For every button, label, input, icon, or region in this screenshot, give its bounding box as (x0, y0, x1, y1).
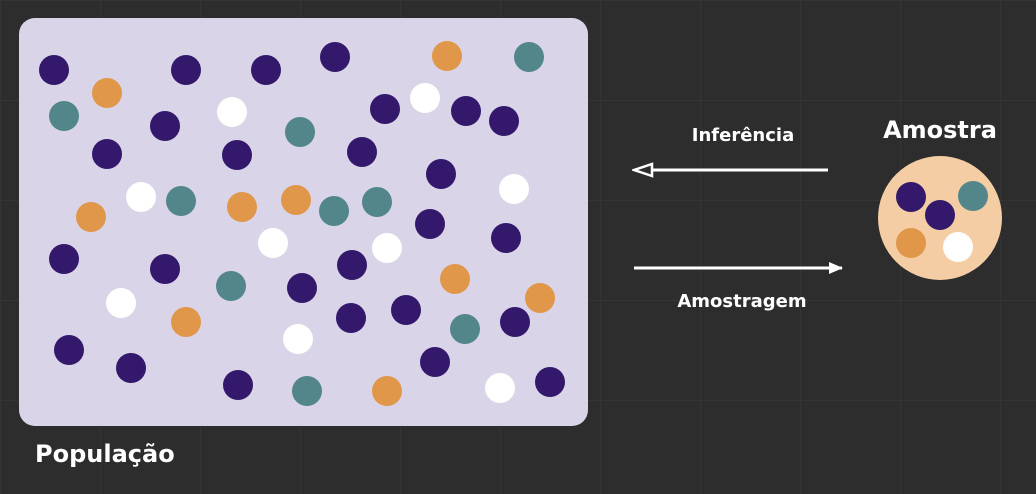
purple-dot (420, 347, 450, 377)
sample-label: Amostra (883, 116, 997, 144)
purple-dot (896, 182, 926, 212)
teal-dot (49, 101, 79, 131)
purple-dot (535, 367, 565, 397)
purple-dot (426, 159, 456, 189)
orange-dot (372, 376, 402, 406)
purple-dot (491, 223, 521, 253)
purple-dot (500, 307, 530, 337)
purple-dot (415, 209, 445, 239)
white-dot (126, 182, 156, 212)
teal-dot (285, 117, 315, 147)
purple-dot (287, 273, 317, 303)
purple-dot (39, 55, 69, 85)
white-dot (217, 97, 247, 127)
orange-dot (76, 202, 106, 232)
purple-dot (116, 353, 146, 383)
teal-dot (362, 187, 392, 217)
purple-dot (320, 42, 350, 72)
white-dot (485, 373, 515, 403)
purple-dot (54, 335, 84, 365)
purple-dot (451, 96, 481, 126)
teal-dot (319, 196, 349, 226)
purple-dot (251, 55, 281, 85)
white-dot (283, 324, 313, 354)
purple-dot (223, 370, 253, 400)
sample-dots (896, 181, 988, 262)
teal-dot (958, 181, 988, 211)
purple-dot (150, 254, 180, 284)
purple-dot (150, 111, 180, 141)
purple-dot (347, 137, 377, 167)
purple-dot (92, 139, 122, 169)
orange-dot (525, 283, 555, 313)
purple-dot (370, 94, 400, 124)
white-dot (106, 288, 136, 318)
orange-dot (432, 41, 462, 71)
white-dot (410, 83, 440, 113)
purple-dot (222, 140, 252, 170)
purple-dot (337, 250, 367, 280)
teal-dot (166, 186, 196, 216)
white-dot (943, 232, 973, 262)
purple-dot (391, 295, 421, 325)
population-dots (39, 41, 565, 406)
teal-dot (514, 42, 544, 72)
orange-dot (281, 185, 311, 215)
white-dot (499, 174, 529, 204)
purple-dot (171, 55, 201, 85)
orange-dot (227, 192, 257, 222)
orange-dot (92, 78, 122, 108)
orange-dot (896, 228, 926, 258)
teal-dot (292, 376, 322, 406)
purple-dot (925, 200, 955, 230)
purple-dot (49, 244, 79, 274)
purple-dot (336, 303, 366, 333)
white-dot (372, 233, 402, 263)
orange-dot (171, 307, 201, 337)
purple-dot (489, 106, 519, 136)
teal-dot (216, 271, 246, 301)
inference-label: Inferência (692, 125, 794, 146)
orange-dot (440, 264, 470, 294)
white-dot (258, 228, 288, 258)
teal-dot (450, 314, 480, 344)
sampling-label: Amostragem (677, 291, 806, 312)
population-label: População (35, 440, 175, 468)
